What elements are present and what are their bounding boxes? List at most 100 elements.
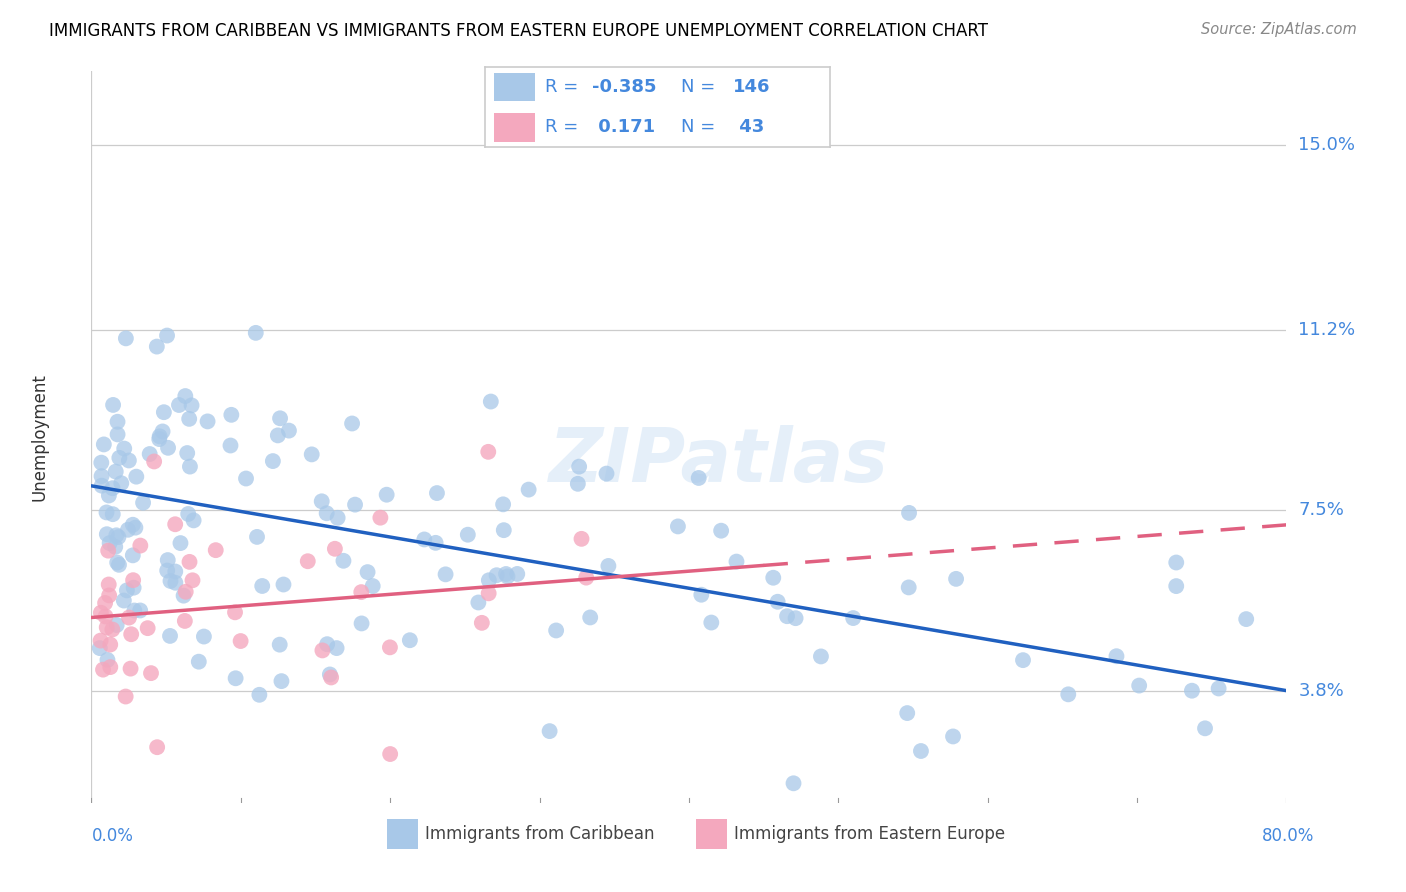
Point xyxy=(598,558,620,573)
Point xyxy=(114,690,136,704)
Point xyxy=(169,536,191,550)
Point xyxy=(148,432,170,446)
Point xyxy=(90,478,112,492)
Point xyxy=(356,565,378,579)
Point xyxy=(110,476,132,491)
Point xyxy=(156,328,179,343)
Point xyxy=(96,653,118,667)
Point xyxy=(124,603,146,617)
Point xyxy=(942,730,965,744)
Point xyxy=(120,627,142,641)
Point xyxy=(94,609,117,624)
Point xyxy=(897,581,920,595)
Point xyxy=(101,481,124,495)
Point xyxy=(143,454,166,468)
Point xyxy=(575,571,598,585)
Point xyxy=(179,412,201,426)
Point xyxy=(810,649,832,664)
Point xyxy=(492,523,515,537)
Point xyxy=(124,521,146,535)
Point xyxy=(1105,649,1128,664)
Point xyxy=(269,411,291,425)
Text: 146: 146 xyxy=(733,78,770,96)
Point xyxy=(1208,681,1230,696)
Point xyxy=(571,532,593,546)
Point xyxy=(1181,683,1204,698)
Point xyxy=(101,623,124,637)
Point xyxy=(301,447,323,461)
Point xyxy=(104,540,127,554)
Point xyxy=(229,634,252,648)
Point xyxy=(118,453,141,467)
Point xyxy=(181,574,204,588)
Point xyxy=(842,611,865,625)
Point xyxy=(173,589,195,603)
Text: 3.8%: 3.8% xyxy=(1299,681,1344,699)
Point xyxy=(176,446,198,460)
Point xyxy=(1012,653,1035,667)
Text: 43: 43 xyxy=(733,118,765,136)
Point xyxy=(98,589,121,603)
Point xyxy=(146,340,169,354)
Point xyxy=(156,553,179,567)
Point xyxy=(538,724,561,739)
Point xyxy=(782,776,804,790)
Point xyxy=(688,471,710,485)
Point xyxy=(492,497,515,511)
Point xyxy=(146,740,169,755)
Point xyxy=(183,513,205,527)
Point xyxy=(323,541,346,556)
Point xyxy=(595,467,617,481)
Point xyxy=(112,442,135,456)
Text: 80.0%: 80.0% xyxy=(1263,827,1315,845)
Point xyxy=(94,596,117,610)
Point xyxy=(156,564,179,578)
Point xyxy=(1166,556,1188,570)
Point xyxy=(319,667,342,681)
Point xyxy=(89,641,111,656)
Point xyxy=(174,389,197,403)
Text: ZIPatlas: ZIPatlas xyxy=(548,425,889,498)
Point xyxy=(129,539,152,553)
Point xyxy=(315,506,337,520)
Point xyxy=(108,558,131,572)
Point xyxy=(666,519,689,533)
Point xyxy=(311,494,333,508)
Bar xyxy=(494,112,536,142)
Point xyxy=(378,747,402,761)
Point xyxy=(1234,612,1257,626)
Point xyxy=(90,606,112,620)
Point xyxy=(107,415,129,429)
Point xyxy=(245,326,267,340)
Point xyxy=(173,614,195,628)
Text: Unemployment: Unemployment xyxy=(30,373,48,501)
Point xyxy=(104,465,127,479)
Point xyxy=(311,643,333,657)
Point xyxy=(177,507,200,521)
Point xyxy=(776,609,799,624)
Point xyxy=(910,744,932,758)
Point xyxy=(98,536,121,550)
Point xyxy=(97,543,120,558)
Point xyxy=(269,638,291,652)
Text: R =: R = xyxy=(546,118,585,136)
Point xyxy=(316,637,339,651)
Point xyxy=(204,543,226,558)
Point xyxy=(896,706,918,720)
Point xyxy=(165,565,187,579)
Point xyxy=(108,450,131,465)
Point xyxy=(107,427,129,442)
Point xyxy=(517,483,540,497)
Point xyxy=(107,530,129,544)
Point xyxy=(125,469,148,483)
Point xyxy=(399,633,422,648)
Point xyxy=(115,331,138,345)
Text: R =: R = xyxy=(546,78,585,96)
Point xyxy=(159,574,181,588)
Point xyxy=(90,469,112,483)
Point xyxy=(96,505,118,519)
Point xyxy=(325,641,347,656)
Point xyxy=(165,575,187,590)
Point xyxy=(426,486,449,500)
Point xyxy=(90,633,112,648)
